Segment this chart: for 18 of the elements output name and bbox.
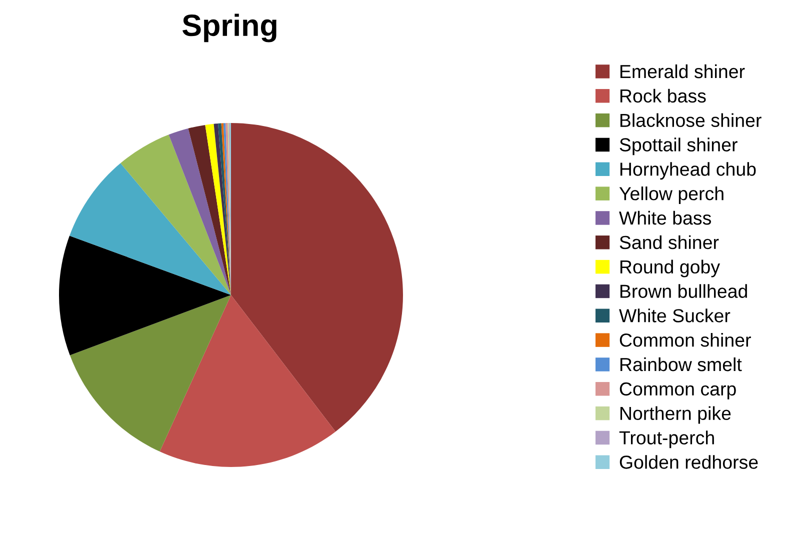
legend-label: Blacknose shiner	[620, 113, 762, 128]
legend-label: Rock bass	[620, 88, 706, 103]
legend-label: Common carp	[620, 382, 736, 400]
legend-label: Round goby	[620, 260, 720, 278]
legend-label: Rainbow smelt	[620, 357, 742, 372]
legend-label: Sand shiner	[620, 235, 719, 250]
legend-label: Hornyhead chub	[620, 162, 756, 180]
legend-label: Common shiner	[620, 333, 751, 347]
legend-label: Northern pike	[620, 406, 731, 424]
legend-label: Trout-perch	[619, 430, 714, 448]
legend-label: Yellow perch	[619, 186, 724, 204]
chart-title: Spring	[182, 14, 276, 42]
legend-label: White bass	[619, 210, 712, 225]
legend-label: Emerald shiner	[620, 64, 745, 78]
legend-label: Spottail shiner	[620, 138, 738, 156]
legend-label: Brown bullhead	[620, 284, 747, 298]
legend-label: Golden redhorse	[620, 455, 758, 469]
legend-label: White Sucker	[619, 308, 730, 322]
